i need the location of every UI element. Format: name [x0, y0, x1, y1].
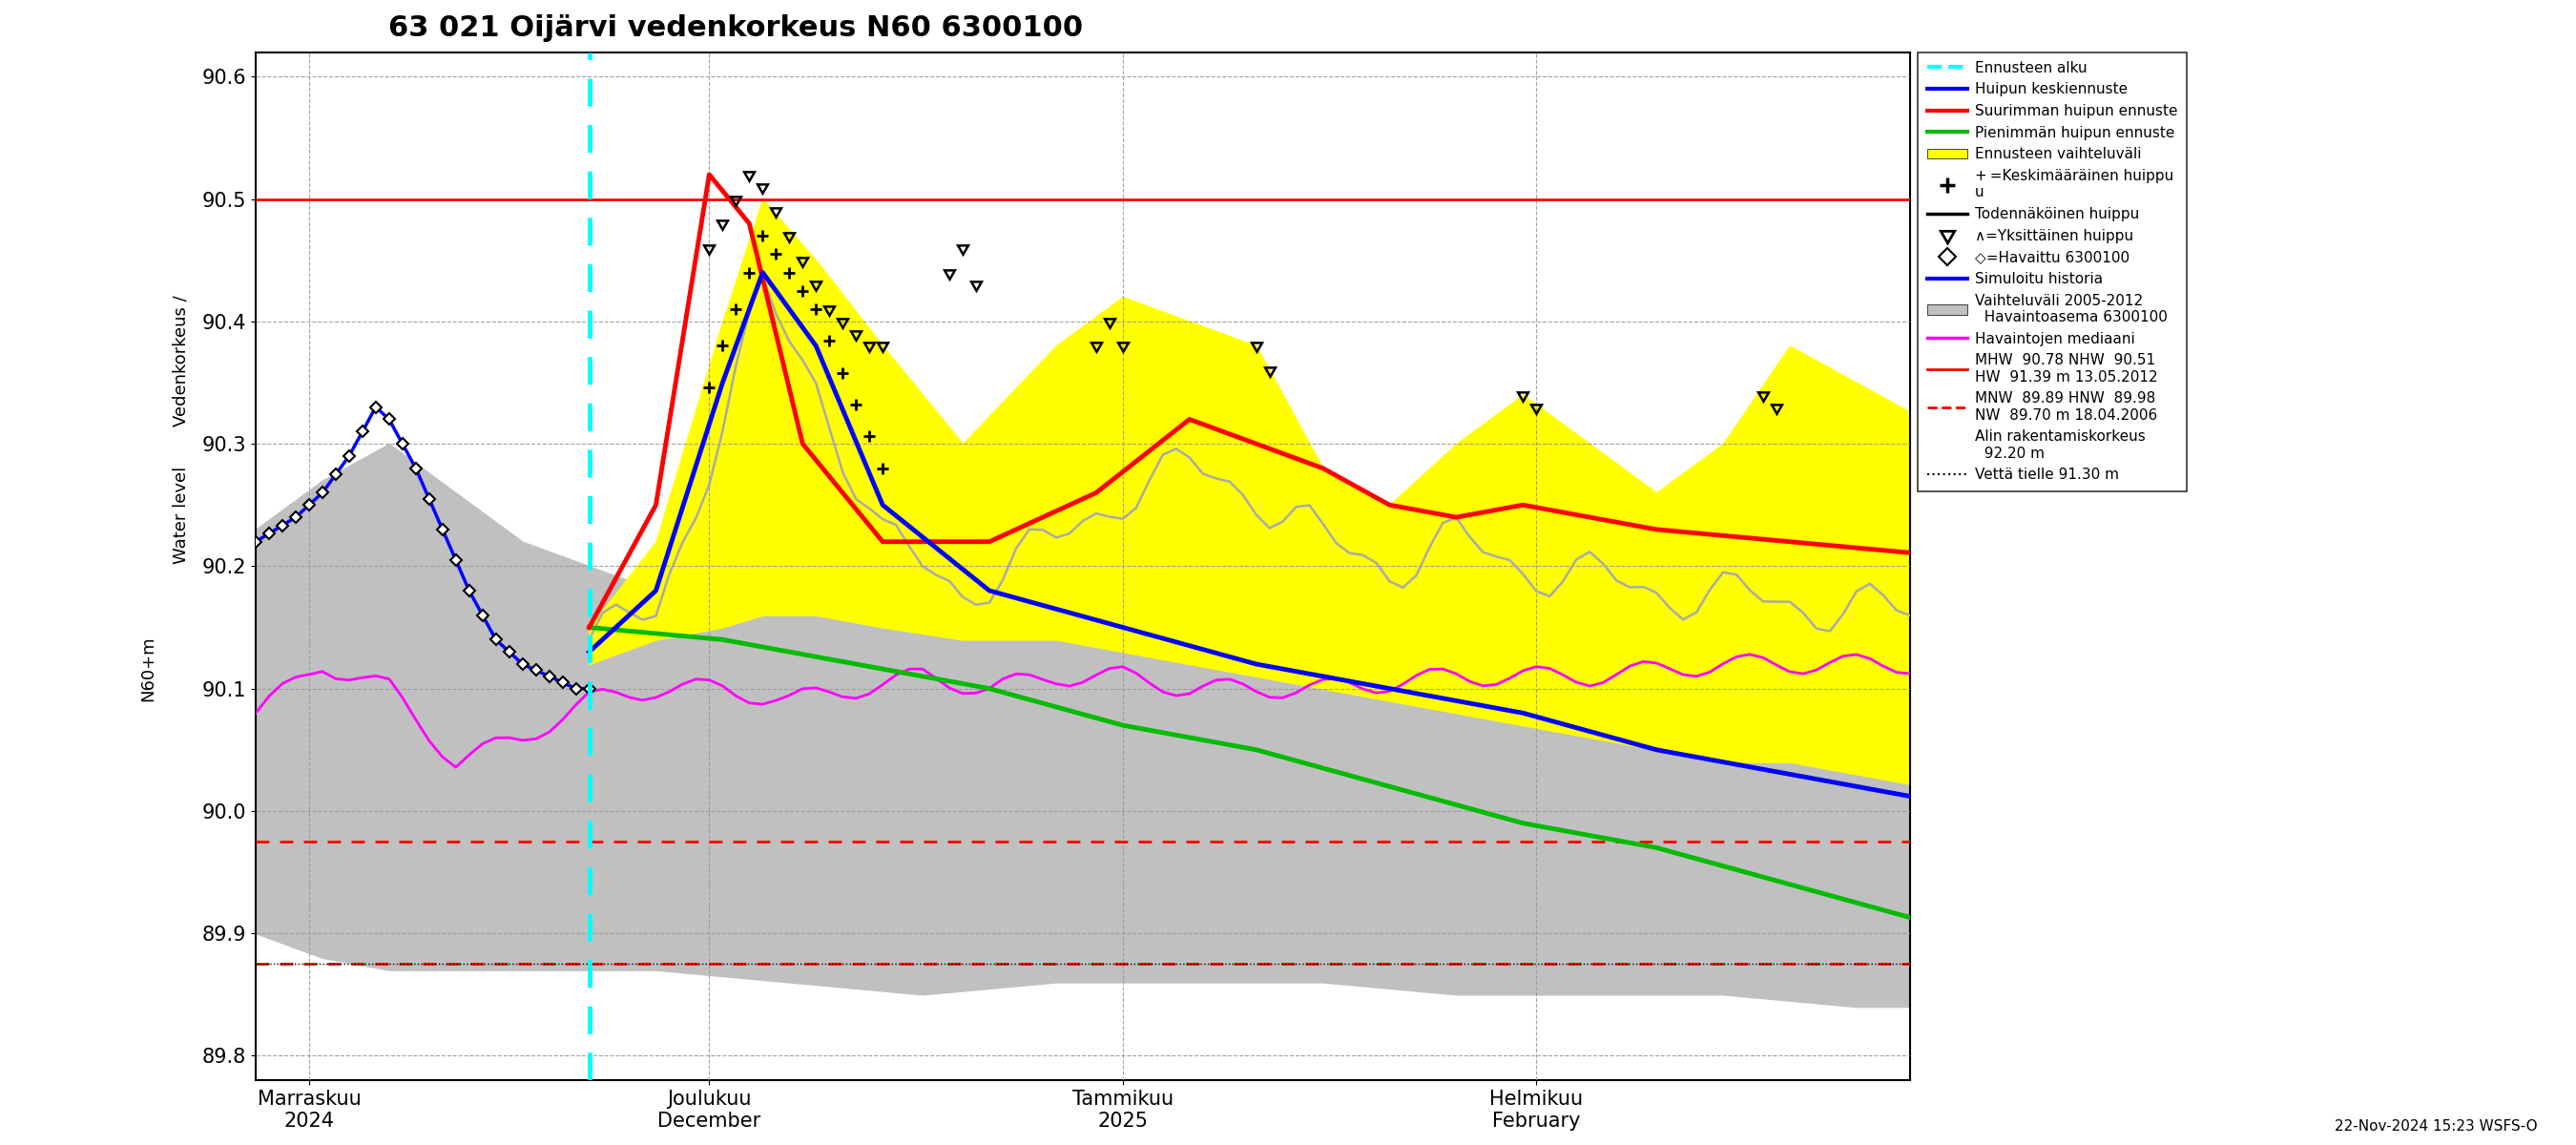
Text: Vedenkorkeus /: Vedenkorkeus / [173, 295, 191, 426]
Legend: Ennusteen alku, Huipun keskiennuste, Suurimman huipun ennuste, Pienimmän huipun : Ennusteen alku, Huipun keskiennuste, Suu… [1919, 53, 2187, 491]
Text: N60+m: N60+m [139, 637, 157, 702]
Text: Water level: Water level [173, 466, 191, 563]
Text: 63 021 Oijärvi vedenkorkeus N60 6300100: 63 021 Oijärvi vedenkorkeus N60 6300100 [389, 14, 1082, 42]
Text: 22-Nov-2024 15:23 WSFS-O: 22-Nov-2024 15:23 WSFS-O [2334, 1120, 2537, 1134]
